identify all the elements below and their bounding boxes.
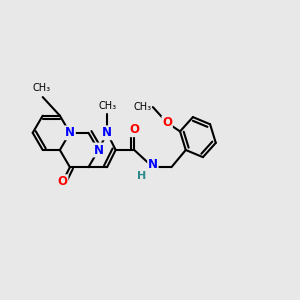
Text: O: O bbox=[58, 175, 68, 188]
Text: N: N bbox=[148, 158, 158, 171]
Text: O: O bbox=[129, 124, 139, 136]
Text: N: N bbox=[102, 126, 112, 139]
Text: H: H bbox=[137, 171, 146, 181]
Text: N: N bbox=[65, 126, 75, 139]
Text: O: O bbox=[162, 116, 172, 129]
Text: N: N bbox=[94, 143, 103, 157]
Text: CH₃: CH₃ bbox=[98, 101, 116, 111]
Text: CH₃: CH₃ bbox=[32, 83, 50, 93]
Text: CH₃: CH₃ bbox=[133, 102, 152, 112]
